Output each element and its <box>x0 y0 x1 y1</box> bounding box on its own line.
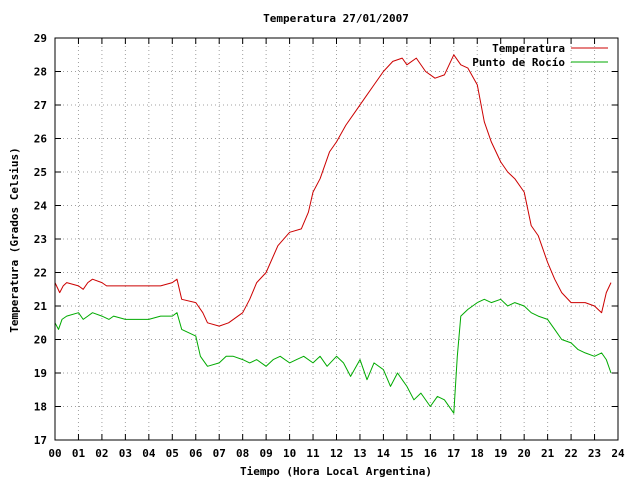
x-tick-label: 23 <box>588 447 601 460</box>
y-tick-label: 24 <box>34 200 48 213</box>
y-axis-label: Temperatura (Grados Celsius) <box>8 147 21 332</box>
x-tick-label: 08 <box>236 447 249 460</box>
y-tick-label: 23 <box>34 233 47 246</box>
ticks: 00 01 02 03 04 05 06 07 08 09 10 11 12 13 14 15 16 17 18 19… <box>34 32 625 460</box>
y-tick-label: 19 <box>34 367 47 380</box>
x-tick-label: 16 <box>424 447 438 460</box>
y-tick-label: 26 <box>34 133 48 146</box>
series-line-temperatura <box>54 54 612 327</box>
x-tick-label: 18 <box>471 447 484 460</box>
legend-label-punto-de-rocio: Punto de Rocío <box>472 56 565 69</box>
x-tick-label: 19 <box>494 447 507 460</box>
y-tick-label: 17 <box>34 434 47 447</box>
x-tick-label: 15 <box>400 447 413 460</box>
x-tick-label: 21 <box>541 447 555 460</box>
chart-title: Temperatura 27/01/2007 <box>263 12 409 25</box>
x-tick-label: 13 <box>353 447 366 460</box>
y-tick-label: 29 <box>34 32 47 45</box>
series-layer <box>54 54 612 414</box>
legend: Temperatura Punto de Rocío <box>472 42 608 69</box>
x-tick-label: 22 <box>564 447 577 460</box>
x-tick-label: 20 <box>518 447 531 460</box>
x-tick-label: 11 <box>306 447 320 460</box>
y-tick-label: 28 <box>34 66 47 79</box>
y-tick-label: 27 <box>34 99 47 112</box>
x-tick-label: 04 <box>142 447 156 460</box>
x-tick-label: 02 <box>95 447 108 460</box>
x-tick-label: 03 <box>119 447 132 460</box>
y-tick-label: 21 <box>34 300 48 313</box>
y-tick-label: 25 <box>34 166 47 179</box>
series-line-punto-de-rocio <box>54 298 612 414</box>
y-tick-label: 20 <box>34 334 47 347</box>
x-tick-label: 06 <box>189 447 203 460</box>
x-tick-label: 12 <box>330 447 343 460</box>
legend-label-temperatura: Temperatura <box>492 42 565 55</box>
x-axis-label: Tiempo (Hora Local Argentina) <box>240 465 432 478</box>
y-tick-label: 22 <box>34 267 47 280</box>
y-tick-label: 18 <box>34 401 47 414</box>
x-tick-label: 14 <box>377 447 391 460</box>
x-tick-label: 10 <box>283 447 296 460</box>
x-tick-label: 00 <box>48 447 61 460</box>
x-tick-label: 24 <box>611 447 625 460</box>
x-tick-label: 09 <box>260 447 273 460</box>
x-tick-label: 07 <box>213 447 226 460</box>
x-tick-label: 17 <box>447 447 460 460</box>
x-tick-label: 01 <box>72 447 86 460</box>
grid <box>55 38 618 440</box>
x-tick-label: 05 <box>166 447 179 460</box>
